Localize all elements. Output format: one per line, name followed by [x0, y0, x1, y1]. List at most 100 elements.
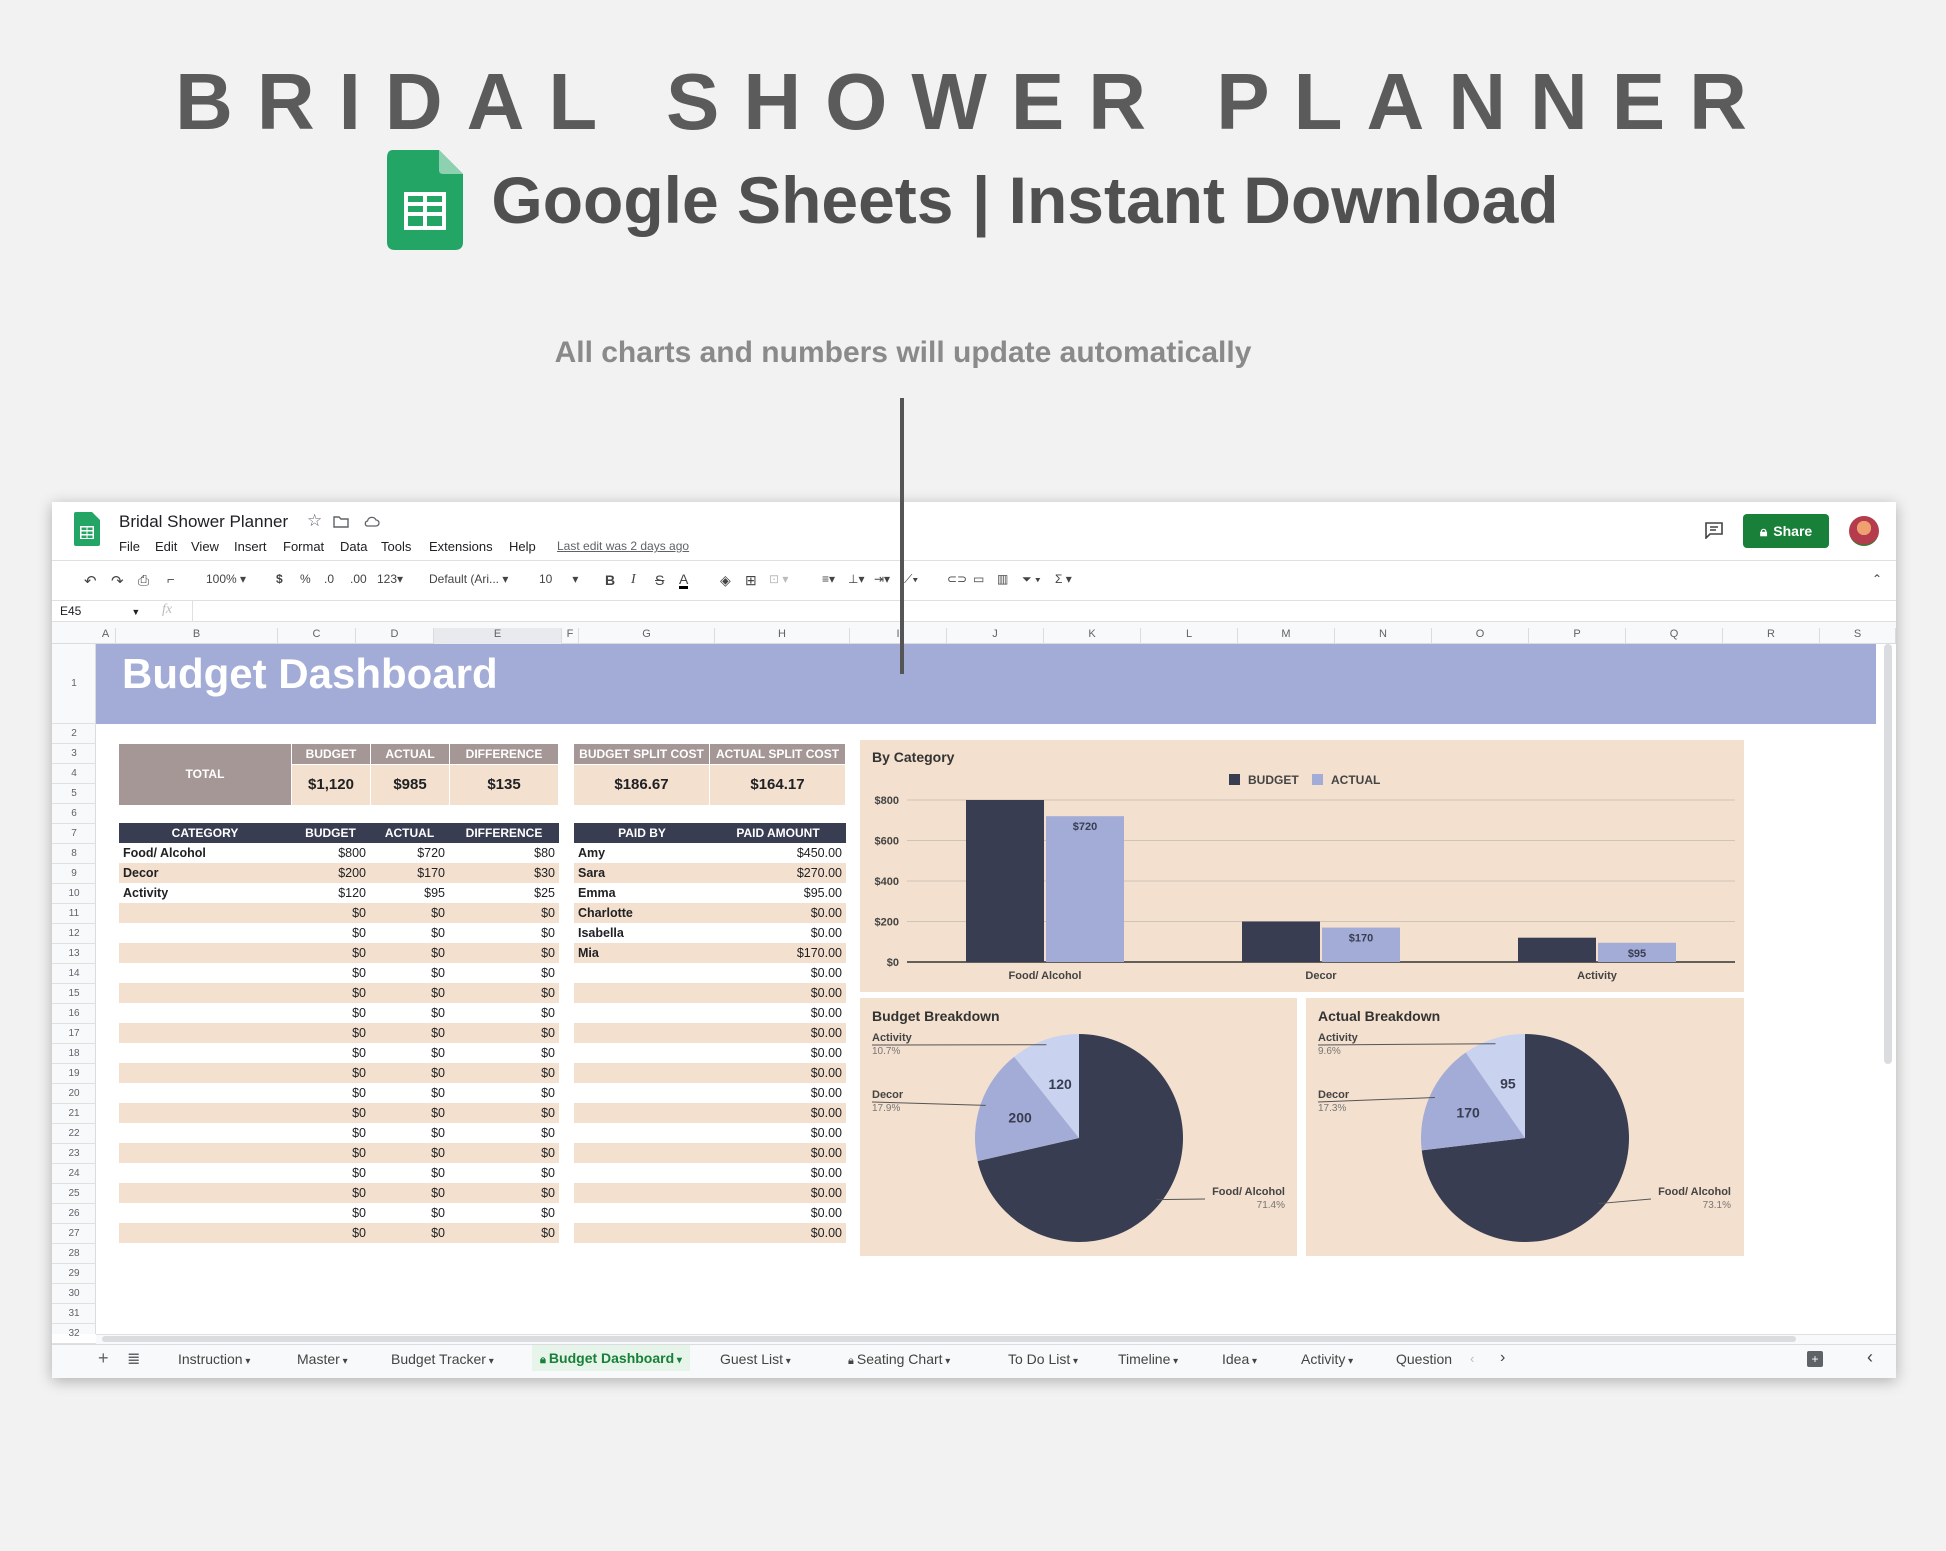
row-header-15[interactable]: 15 [52, 984, 96, 1004]
category-cell[interactable] [119, 943, 291, 963]
avatar[interactable] [1849, 516, 1879, 546]
column-header-i[interactable]: I [850, 628, 947, 644]
tab-budget-tracker[interactable]: Budget Tracker ▾ [391, 1351, 494, 1367]
paid-by-cell[interactable] [574, 1003, 710, 1023]
all-sheets-icon[interactable]: ≣ [127, 1351, 141, 1368]
difference-cell[interactable]: $80 [449, 843, 559, 863]
actual-cell[interactable]: $0 [370, 1183, 449, 1203]
category-cell[interactable] [119, 1143, 291, 1163]
budget-cell[interactable]: $0 [291, 1043, 370, 1063]
actual-cell[interactable]: $0 [370, 963, 449, 983]
difference-cell[interactable]: $0 [449, 1023, 559, 1043]
tab-dropdown-icon[interactable]: ▾ [485, 1356, 494, 1367]
column-header-p[interactable]: P [1529, 628, 1626, 644]
actual-breakdown-chart[interactable]: Actual Breakdown 170 95 Activity 9.6% Decor 17… [1306, 998, 1744, 1256]
increase-decimal-button[interactable]: .00 [350, 572, 367, 586]
paid-amount-cell[interactable]: $0.00 [710, 1043, 846, 1063]
actual-cell[interactable]: $0 [370, 1063, 449, 1083]
paid-amount-cell[interactable]: $0.00 [710, 1003, 846, 1023]
actual-cell[interactable]: $0 [370, 923, 449, 943]
category-cell[interactable] [119, 1023, 291, 1043]
bar-actual[interactable] [1322, 927, 1400, 962]
fill-color-icon[interactable]: ◈ [720, 572, 731, 588]
paid-amount-cell[interactable]: $0.00 [710, 923, 846, 943]
pie-slice-decor[interactable] [1421, 1052, 1525, 1151]
redo-icon[interactable]: ↷ [111, 573, 124, 590]
row-header-23[interactable]: 23 [52, 1144, 96, 1164]
tab-scroll-left-icon[interactable]: ‹ [1470, 1351, 1475, 1366]
actual-cell[interactable]: $720 [370, 843, 449, 863]
number-format-select[interactable]: 123▾ [377, 572, 404, 586]
paid-amount-cell[interactable]: $95.00 [710, 883, 846, 903]
difference-cell[interactable]: $0 [449, 1223, 559, 1243]
category-cell[interactable]: Activity [119, 883, 291, 903]
paid-amount-cell[interactable]: $450.00 [710, 843, 846, 863]
column-header-j[interactable]: J [947, 628, 1044, 644]
pie-slice-food-alcohol[interactable] [977, 1034, 1183, 1242]
actual-cell[interactable]: $0 [370, 983, 449, 1003]
paid-by-cell[interactable] [574, 963, 710, 983]
actual-cell[interactable]: $0 [370, 1023, 449, 1043]
difference-cell[interactable]: $0 [449, 1163, 559, 1183]
row-header-2[interactable]: 2 [52, 724, 96, 744]
menu-insert[interactable]: Insert [234, 539, 267, 554]
category-cell[interactable] [119, 1163, 291, 1183]
row-header-17[interactable]: 17 [52, 1024, 96, 1044]
row-header-16[interactable]: 16 [52, 1004, 96, 1024]
tab-idea[interactable]: Idea ▾ [1222, 1351, 1257, 1367]
actual-cell[interactable]: $0 [370, 1043, 449, 1063]
menu-view[interactable]: View [191, 539, 219, 554]
category-cell[interactable] [119, 1063, 291, 1083]
budget-cell[interactable]: $0 [291, 1203, 370, 1223]
category-cell[interactable] [119, 903, 291, 923]
comment-history-icon[interactable] [1704, 521, 1724, 539]
paid-by-cell[interactable]: Sara [574, 863, 710, 883]
paid-amount-cell[interactable]: $0.00 [710, 983, 846, 1003]
budget-cell[interactable]: $0 [291, 1183, 370, 1203]
row-header-8[interactable]: 8 [52, 844, 96, 864]
budget-cell[interactable]: $0 [291, 1143, 370, 1163]
bar-budget[interactable] [966, 800, 1044, 962]
percent-button[interactable]: % [300, 572, 311, 586]
row-header-27[interactable]: 27 [52, 1224, 96, 1244]
category-cell[interactable] [119, 1003, 291, 1023]
currency-button[interactable]: $ [276, 572, 283, 586]
actual-cell[interactable]: $0 [370, 1083, 449, 1103]
actual-cell[interactable]: $0 [370, 943, 449, 963]
row-header-18[interactable]: 18 [52, 1044, 96, 1064]
difference-cell[interactable]: $0 [449, 1143, 559, 1163]
difference-cell[interactable]: $0 [449, 1003, 559, 1023]
budget-cell[interactable]: $0 [291, 1163, 370, 1183]
paid-by-cell[interactable] [574, 1103, 710, 1123]
paid-by-cell[interactable]: Charlotte [574, 903, 710, 923]
difference-cell[interactable]: $0 [449, 943, 559, 963]
tab-dropdown-icon[interactable]: ▾ [339, 1356, 348, 1367]
menu-edit[interactable]: Edit [155, 539, 178, 554]
actual-cell[interactable]: $95 [370, 883, 449, 903]
horizontal-scrollbar[interactable] [102, 1336, 1796, 1342]
budget-cell[interactable]: $0 [291, 1123, 370, 1143]
by-category-chart[interactable]: By Category BUDGET ACTUAL $800 $600 $400 $200 $… [860, 740, 1744, 992]
paid-by-cell[interactable]: Mia [574, 943, 710, 963]
paid-amount-cell[interactable]: $0.00 [710, 1143, 846, 1163]
column-header-s[interactable]: S [1820, 628, 1896, 644]
budget-cell[interactable]: $0 [291, 943, 370, 963]
budget-cell[interactable]: $0 [291, 1103, 370, 1123]
difference-cell[interactable]: $0 [449, 963, 559, 983]
functions-icon[interactable]: Σ ▾ [1055, 572, 1072, 586]
category-cell[interactable] [119, 1043, 291, 1063]
move-folder-icon[interactable] [333, 515, 349, 528]
actual-cell[interactable]: $0 [370, 1003, 449, 1023]
bold-icon[interactable]: B [605, 572, 616, 588]
vertical-scrollbar[interactable] [1884, 644, 1892, 1064]
tab-dropdown-icon[interactable]: ▾ [1345, 1356, 1354, 1367]
tab-dropdown-icon[interactable]: ▾ [783, 1356, 791, 1367]
budget-cell[interactable]: $0 [291, 1003, 370, 1023]
tab-question[interactable]: Question [1396, 1351, 1456, 1367]
column-header-o[interactable]: O [1432, 628, 1529, 644]
row-header-29[interactable]: 29 [52, 1264, 96, 1284]
tab-dropdown-icon[interactable]: ▾ [674, 1355, 682, 1366]
paid-amount-cell[interactable]: $0.00 [710, 963, 846, 983]
row-header-28[interactable]: 28 [52, 1244, 96, 1264]
paid-by-cell[interactable] [574, 1163, 710, 1183]
